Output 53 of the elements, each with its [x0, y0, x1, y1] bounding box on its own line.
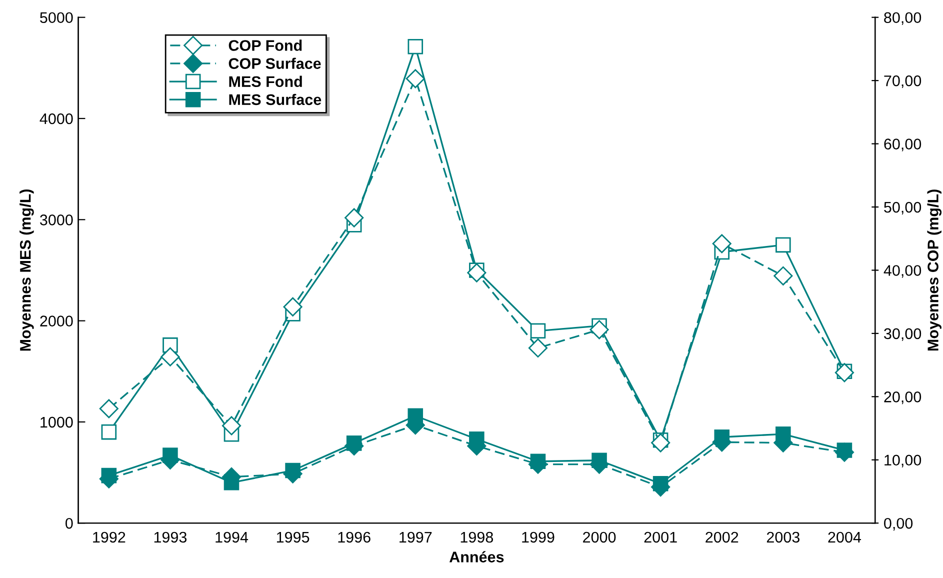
legend-label: COP Fond: [228, 40, 302, 51]
y2-tick-label: 20,00: [884, 392, 922, 404]
x-tick-label: 1999: [522, 532, 554, 543]
y-tick-label: 5000: [40, 12, 73, 24]
x-tick-label: 1996: [338, 532, 370, 543]
x-tick-label: 2002: [706, 532, 738, 543]
x-tick-label: 1994: [216, 532, 248, 543]
point: [712, 234, 732, 254]
point: [834, 363, 854, 382]
x-tick-label: 1995: [276, 532, 310, 543]
y2-tick-label: 40,00: [884, 265, 922, 278]
point: [101, 424, 117, 440]
x-tick-label: 2000: [583, 532, 616, 543]
y-axis-title: Moyennes MES (mg/L): [20, 189, 34, 351]
legend-label: COP Surface: [228, 58, 321, 69]
point: [834, 442, 854, 462]
y2-tick-label: 60,00: [884, 138, 922, 152]
point: [222, 416, 242, 436]
y2-tick-label: 30,00: [884, 328, 922, 341]
y2-tick-label: 0,00: [884, 518, 913, 531]
point: [774, 266, 793, 286]
x-tick-label: 1997: [400, 532, 432, 543]
x-tick-label: 1998: [460, 532, 494, 543]
point: [408, 39, 424, 54]
y2-axis-title: Moyennes COP (mg/L): [927, 190, 942, 351]
x-tick-label: 1993: [154, 532, 187, 543]
x-tick-label: 2001: [644, 532, 677, 543]
point: [528, 338, 548, 358]
y-tick-label: 1000: [40, 416, 73, 428]
point: [530, 323, 546, 339]
point: [406, 69, 425, 88]
point: [590, 320, 609, 340]
y2-tick-label: 80,00: [884, 12, 922, 25]
x-tick-label: 1992: [93, 532, 126, 543]
y-tick-label: 4000: [40, 113, 73, 124]
point: [99, 399, 118, 418]
y-tick-label: 0: [66, 518, 73, 529]
point: [283, 297, 302, 316]
y-tick-label: 3000: [40, 214, 73, 226]
x-tick-label: 2003: [766, 532, 800, 543]
legend-label: MES Surface: [229, 94, 322, 106]
point: [651, 433, 670, 452]
legend-label: MES Fond: [229, 76, 302, 88]
y2-tick-label: 50,00: [884, 202, 922, 214]
x-axis-title: Années: [449, 551, 504, 562]
x-tick-label: 2004: [828, 532, 862, 543]
point: [344, 208, 364, 228]
point: [776, 237, 791, 253]
point: [467, 263, 486, 282]
y-tick-label: 2000: [40, 316, 73, 326]
y2-tick-label: 70,00: [884, 75, 922, 88]
point: [160, 347, 180, 366]
y2-tick-label: 10,00: [884, 454, 922, 468]
